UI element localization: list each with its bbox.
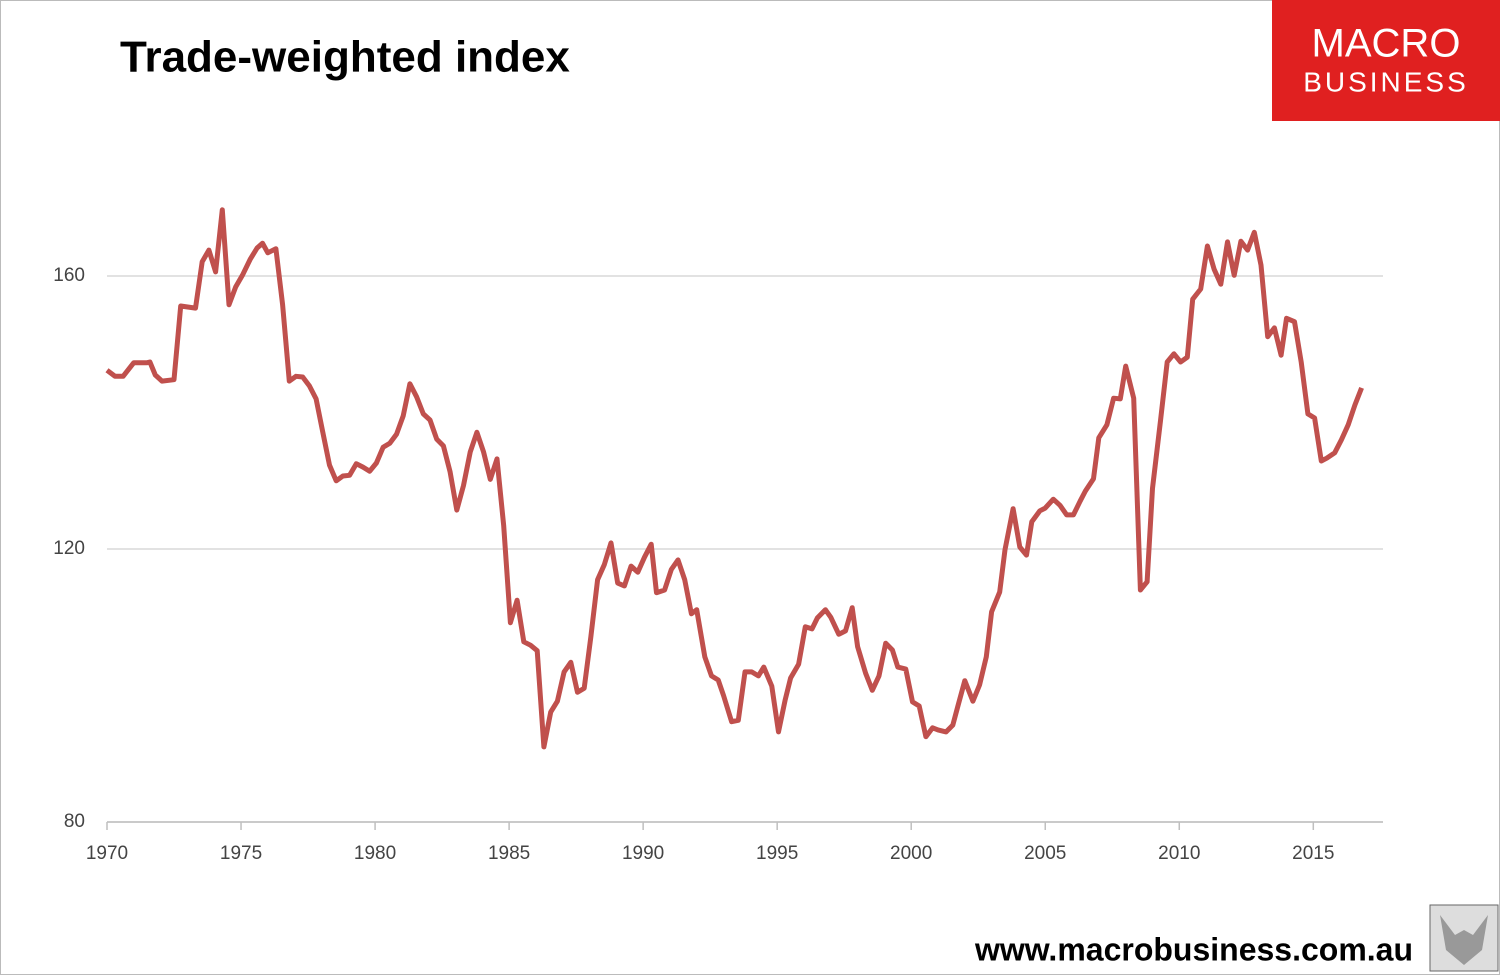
y-tick-label: 80: [64, 811, 85, 832]
wolf-icon: [1440, 915, 1488, 965]
y-tick-label: 120: [53, 538, 85, 559]
x-tick-label: 2005: [1024, 843, 1066, 864]
x-tick-label: 1995: [756, 843, 798, 864]
logo-text: MACRO: [1312, 22, 1461, 66]
y-tick-label: 160: [53, 265, 85, 286]
x-tick-label: 1985: [488, 843, 530, 864]
x-tick-label: 2000: [890, 843, 932, 864]
x-tick-label: 2015: [1292, 843, 1334, 864]
x-tick-label: 2010: [1158, 843, 1200, 864]
logo-box: [1272, 0, 1500, 121]
logo-text: BUSINESS: [1303, 66, 1469, 97]
x-tick-label: 1990: [622, 843, 664, 864]
x-tick-label: 1975: [220, 843, 262, 864]
data-line: [105, 207, 1364, 750]
chart-title: Trade-weighted index: [120, 33, 570, 82]
website: www.macrobusiness.com.au: [974, 931, 1413, 967]
x-tick-label: 1980: [354, 843, 396, 864]
x-tick-label: 1970: [86, 843, 128, 864]
